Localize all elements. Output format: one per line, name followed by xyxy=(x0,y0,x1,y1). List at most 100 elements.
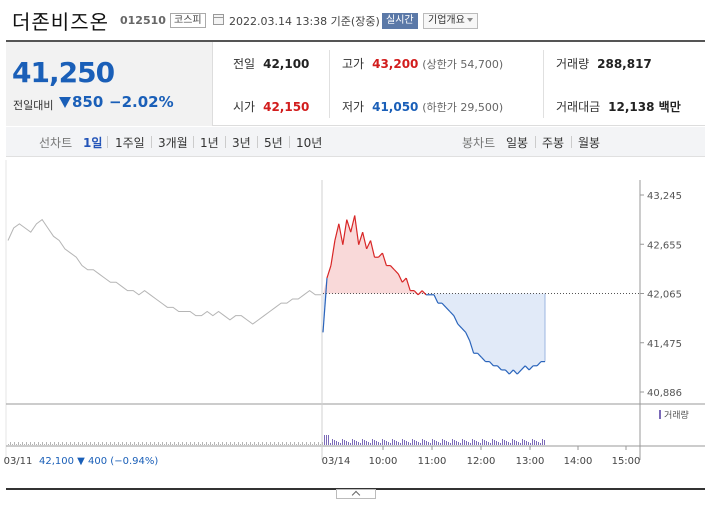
x-tick-label: 13:00 xyxy=(516,456,545,467)
company-overview-label: 기업개요 xyxy=(428,15,465,26)
tab-5y[interactable]: 5년 xyxy=(264,136,283,150)
stock-header: 더존비즈온 012510 코스피 2022.03.14 13:38 기준(장중)… xyxy=(0,0,705,40)
open-label: 시가 xyxy=(233,100,256,114)
volume-bar xyxy=(386,441,387,445)
volume-bar xyxy=(248,444,249,445)
volume-bar xyxy=(544,440,545,445)
volume-bar xyxy=(80,444,81,445)
stock-name: 더존비즈온 xyxy=(12,10,109,34)
divider xyxy=(257,136,258,148)
price-line-segment xyxy=(524,365,530,371)
volume-bar xyxy=(438,442,439,445)
volume-bar xyxy=(530,443,531,445)
volume-bar xyxy=(452,439,453,445)
volume-bar xyxy=(124,444,125,445)
volume-bar xyxy=(306,442,307,445)
price-line-segment xyxy=(504,369,510,375)
volume-bar xyxy=(410,443,411,445)
volume-bar xyxy=(46,442,47,445)
volume-bar xyxy=(256,444,257,445)
volume-bar xyxy=(92,444,93,445)
volume-bar xyxy=(324,435,325,445)
volume-bar xyxy=(444,440,445,445)
volume-bar xyxy=(456,441,457,445)
volume-bar xyxy=(102,442,103,445)
volume-bar xyxy=(316,444,317,445)
realtime-badge[interactable]: 실시간 xyxy=(382,13,418,29)
volume-bar xyxy=(160,444,161,445)
volume-bar xyxy=(242,442,243,445)
tab-monthly[interactable]: 월봉 xyxy=(578,136,601,150)
price-chart[interactable]: 43,245 42,655 42,065 41,475 40,886 거래량 03/11 03… xyxy=(0,160,705,488)
x-tick-label: 11:00 xyxy=(418,456,447,467)
volume-bar xyxy=(492,439,493,445)
volume-bar xyxy=(114,442,115,445)
volume-bar xyxy=(374,440,375,445)
volume-bar xyxy=(134,442,135,445)
volume-bar xyxy=(150,442,151,445)
volume-bar xyxy=(322,442,323,445)
price-line-segment xyxy=(350,215,356,233)
volume-bar xyxy=(100,444,101,445)
tab-1w[interactable]: 1주일 xyxy=(115,136,145,150)
tab-daily[interactable]: 일봉 xyxy=(506,136,529,150)
tab-1d[interactable]: 1일 xyxy=(83,136,103,150)
tab-3m[interactable]: 3개월 xyxy=(158,136,188,150)
volume-bar xyxy=(206,442,207,445)
price-line-segment xyxy=(433,294,439,304)
volume-bar xyxy=(188,444,189,445)
volume-bar xyxy=(344,440,345,445)
volume-bar xyxy=(412,439,413,445)
volume-bar xyxy=(272,444,273,445)
volume-bar xyxy=(342,439,343,445)
volume-bar xyxy=(42,442,43,445)
volume-bar xyxy=(384,440,385,445)
company-overview-button[interactable]: 기업개요 xyxy=(423,13,478,29)
volume-bar xyxy=(310,442,311,445)
volume-bar xyxy=(66,442,67,445)
volume-bar xyxy=(366,441,367,445)
volume-bar xyxy=(82,442,83,445)
volume-bar xyxy=(326,435,327,445)
price-line-segment xyxy=(326,265,332,279)
tab-1y[interactable]: 1년 xyxy=(200,136,219,150)
volume-bar xyxy=(32,444,33,445)
volume-bar xyxy=(296,444,297,445)
tab-10y[interactable]: 10년 xyxy=(296,136,323,150)
volume-bar xyxy=(334,440,335,445)
price-line-segment xyxy=(453,315,459,325)
volume-bar xyxy=(400,443,401,445)
volume-bar xyxy=(198,442,199,445)
volume-bar xyxy=(140,444,141,445)
volume-bar xyxy=(338,442,339,445)
low-value: 41,050 xyxy=(372,100,419,114)
prev-day-line xyxy=(7,218,321,325)
tab-weekly[interactable]: 주봉 xyxy=(542,136,565,150)
volume-bar xyxy=(64,444,65,445)
volume-value: 288,817 xyxy=(597,57,652,71)
price-line-segment xyxy=(322,278,328,333)
volume-bar xyxy=(226,442,227,445)
price-line-segment xyxy=(520,365,526,371)
current-price-box: 41,250 전일대비 850 −2.02% xyxy=(6,42,213,126)
volume-bar xyxy=(138,442,139,445)
price-line-segment xyxy=(445,306,451,312)
price-line-segment xyxy=(338,223,344,245)
volume-bar xyxy=(354,440,355,445)
volume-bar xyxy=(216,444,217,445)
price-line-segment xyxy=(496,365,502,371)
price-line-segment xyxy=(330,240,336,266)
volume-bar xyxy=(312,444,313,445)
tab-3y[interactable]: 3년 xyxy=(232,136,251,150)
volume-bar xyxy=(40,444,41,445)
volume-bar xyxy=(118,442,119,445)
volume-bar xyxy=(292,444,293,445)
volume-bar xyxy=(172,444,173,445)
volume-bar xyxy=(278,442,279,445)
volume-bar xyxy=(8,444,9,445)
volume-bar xyxy=(224,444,225,445)
volume-label: 거래량 xyxy=(556,57,590,71)
volume-bar xyxy=(110,442,111,445)
y-tick-label: 43,245 xyxy=(647,191,682,202)
collapse-toggle-button[interactable] xyxy=(336,489,376,499)
